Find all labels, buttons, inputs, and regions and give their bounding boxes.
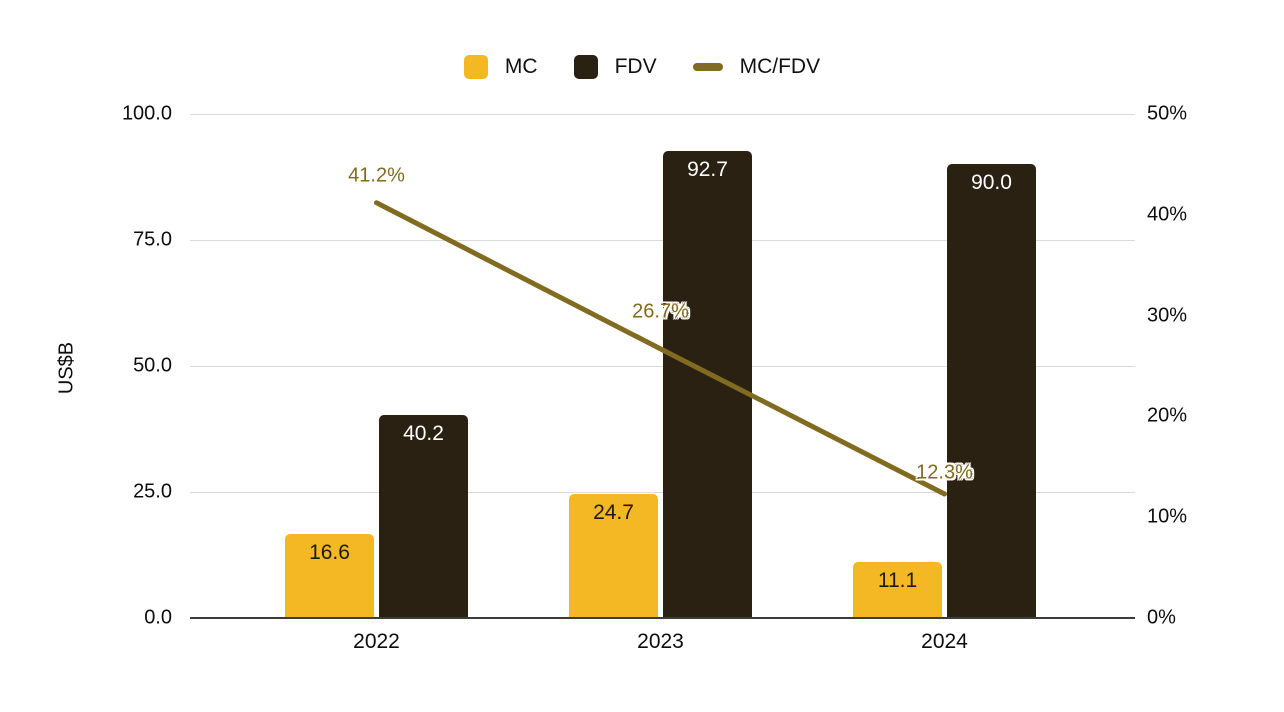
- fdv-series-swatch-icon: [573, 55, 598, 79]
- right-axis-tick-label: 20%: [1147, 404, 1188, 427]
- right-axis-tick-label: 50%: [1147, 102, 1188, 125]
- left-axis-tick-label: 75.0: [133, 228, 172, 251]
- fdv-bar-2022[interactable]: 40.2: [379, 415, 468, 618]
- bar-data-label: 24.7: [593, 500, 634, 524]
- right-axis-tick-label: 30%: [1147, 304, 1188, 327]
- x-axis-baseline: [190, 617, 1135, 619]
- line-data-label-2023: 26.7%: [632, 300, 689, 323]
- left-axis-tick-label: 100.0: [121, 102, 172, 125]
- bar-data-label: 16.6: [309, 541, 350, 565]
- legend-label-mc: MC: [504, 55, 538, 78]
- fdv-bar-2024[interactable]: 90.0: [947, 164, 1036, 618]
- mc-bar-2024[interactable]: 11.1: [853, 562, 942, 618]
- mcfdv-line-swatch-icon: [692, 63, 723, 71]
- mc-bar-2023[interactable]: 24.7: [569, 493, 658, 618]
- x-axis-label-2022: 2022: [353, 630, 400, 653]
- chart-legend: MC FDV MC/FDV: [0, 52, 1284, 82]
- fdv-bar-2023[interactable]: 92.7: [663, 150, 752, 618]
- bar-data-label: 90.0: [971, 171, 1012, 195]
- right-axis-tick-label: 10%: [1147, 505, 1188, 528]
- x-axis-label-2023: 2023: [637, 630, 684, 653]
- legend-label-fdv: FDV: [614, 55, 657, 78]
- left-axis-title: US$B: [55, 341, 78, 395]
- left-axis-tick-label: 25.0: [133, 480, 172, 503]
- mc-bar-2022[interactable]: 16.6: [285, 534, 374, 618]
- legend-item-mc[interactable]: MC: [463, 55, 538, 79]
- left-axis-tick-label: 0.0: [144, 606, 172, 629]
- line-data-label-2022: 41.2%: [348, 164, 405, 187]
- gridline: [190, 113, 1135, 115]
- left-axis-tick-label: 50.0: [133, 354, 172, 377]
- x-axis-label-2024: 2024: [921, 630, 968, 653]
- legend-item-mcfdv[interactable]: MC/FDV: [692, 55, 821, 79]
- bar-data-label: 40.2: [403, 422, 444, 446]
- legend-item-fdv[interactable]: FDV: [573, 55, 657, 79]
- right-axis-tick-label: 0%: [1147, 606, 1176, 629]
- line-data-label-2024: 12.3%: [916, 461, 973, 484]
- legend-label-mcfdv: MC/FDV: [739, 55, 821, 78]
- right-axis-tick-label: 40%: [1147, 203, 1188, 226]
- mc-series-swatch-icon: [463, 55, 488, 79]
- bar-data-label: 92.7: [687, 157, 728, 181]
- bar-data-label: 11.1: [877, 569, 918, 593]
